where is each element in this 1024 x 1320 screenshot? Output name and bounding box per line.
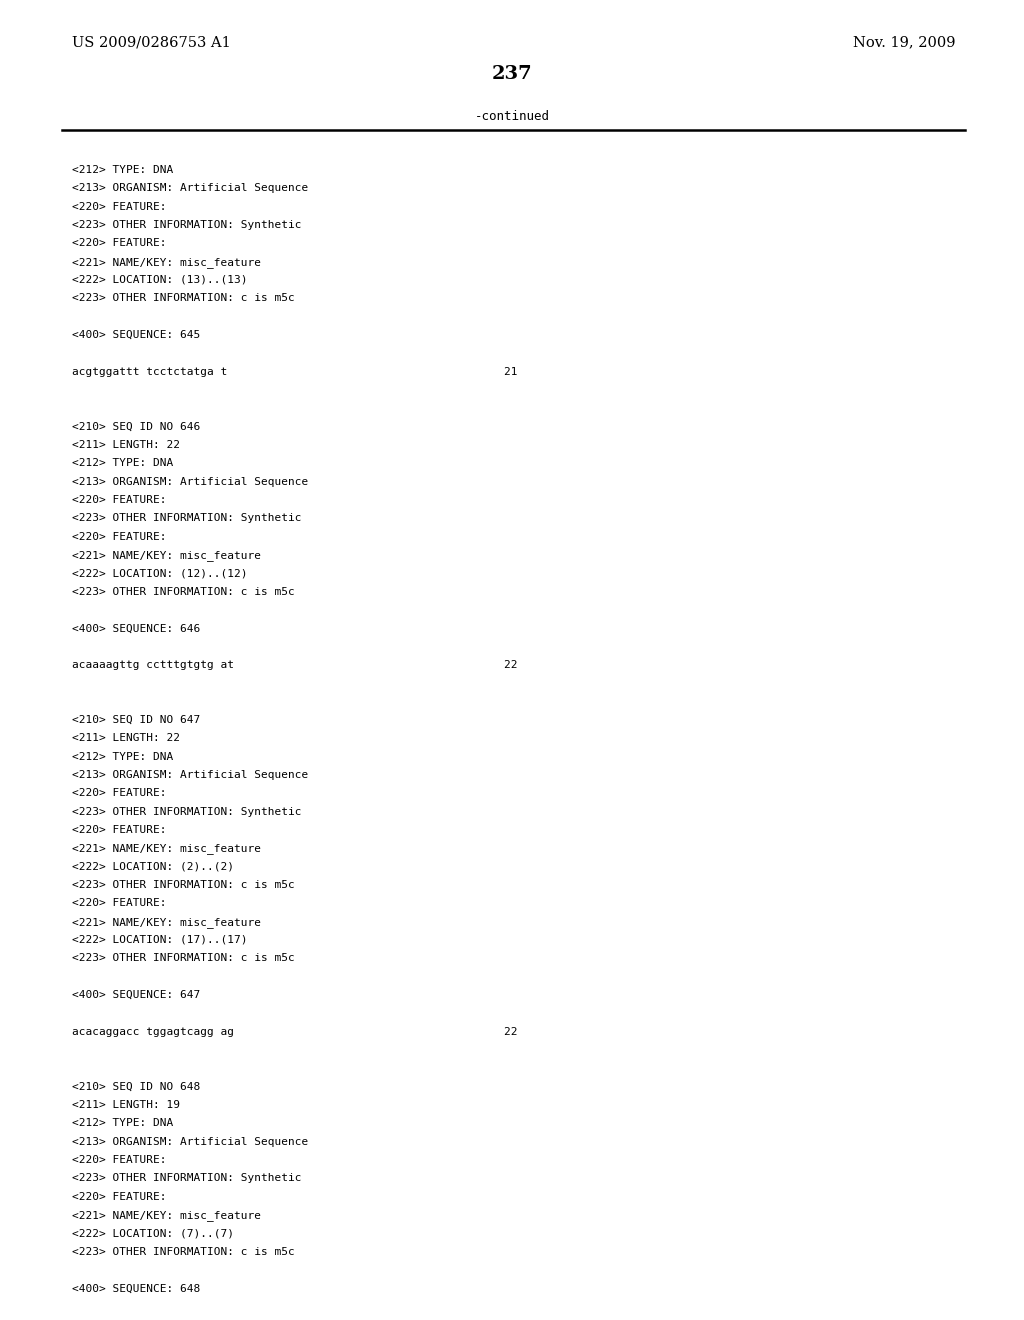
Text: <223> OTHER INFORMATION: c is m5c: <223> OTHER INFORMATION: c is m5c (72, 293, 295, 304)
Text: <210> SEQ ID NO 646: <210> SEQ ID NO 646 (72, 421, 201, 432)
Text: <221> NAME/KEY: misc_feature: <221> NAME/KEY: misc_feature (72, 550, 261, 561)
Text: <213> ORGANISM: Artificial Sequence: <213> ORGANISM: Artificial Sequence (72, 477, 308, 487)
Text: <213> ORGANISM: Artificial Sequence: <213> ORGANISM: Artificial Sequence (72, 1137, 308, 1147)
Text: <213> ORGANISM: Artificial Sequence: <213> ORGANISM: Artificial Sequence (72, 183, 308, 193)
Text: <222> LOCATION: (17)..(17): <222> LOCATION: (17)..(17) (72, 935, 248, 945)
Text: <210> SEQ ID NO 648: <210> SEQ ID NO 648 (72, 1081, 201, 1092)
Text: acaaaagttg cctttgtgtg at                                        22: acaaaagttg cctttgtgtg at 22 (72, 660, 517, 671)
Text: <221> NAME/KEY: misc_feature: <221> NAME/KEY: misc_feature (72, 1210, 261, 1221)
Text: <220> FEATURE:: <220> FEATURE: (72, 495, 167, 506)
Text: <210> SEQ ID NO 647: <210> SEQ ID NO 647 (72, 715, 201, 725)
Text: <212> TYPE: DNA: <212> TYPE: DNA (72, 1118, 173, 1129)
Text: <222> LOCATION: (13)..(13): <222> LOCATION: (13)..(13) (72, 275, 248, 285)
Text: <223> OTHER INFORMATION: Synthetic: <223> OTHER INFORMATION: Synthetic (72, 220, 301, 230)
Text: US 2009/0286753 A1: US 2009/0286753 A1 (72, 36, 230, 49)
Text: <212> TYPE: DNA: <212> TYPE: DNA (72, 458, 173, 469)
Text: <220> FEATURE:: <220> FEATURE: (72, 1155, 167, 1166)
Text: <223> OTHER INFORMATION: c is m5c: <223> OTHER INFORMATION: c is m5c (72, 1246, 295, 1257)
Text: <400> SEQUENCE: 647: <400> SEQUENCE: 647 (72, 990, 201, 1001)
Text: <222> LOCATION: (7)..(7): <222> LOCATION: (7)..(7) (72, 1229, 234, 1238)
Text: <220> FEATURE:: <220> FEATURE: (72, 239, 167, 248)
Text: <220> FEATURE:: <220> FEATURE: (72, 202, 167, 211)
Text: 237: 237 (492, 65, 532, 83)
Text: <222> LOCATION: (2)..(2): <222> LOCATION: (2)..(2) (72, 862, 234, 871)
Text: <223> OTHER INFORMATION: c is m5c: <223> OTHER INFORMATION: c is m5c (72, 880, 295, 890)
Text: <221> NAME/KEY: misc_feature: <221> NAME/KEY: misc_feature (72, 916, 261, 928)
Text: <223> OTHER INFORMATION: Synthetic: <223> OTHER INFORMATION: Synthetic (72, 807, 301, 817)
Text: <223> OTHER INFORMATION: Synthetic: <223> OTHER INFORMATION: Synthetic (72, 513, 301, 523)
Text: <211> LENGTH: 19: <211> LENGTH: 19 (72, 1100, 180, 1110)
Text: acgtggattt tcctctatga t                                         21: acgtggattt tcctctatga t 21 (72, 367, 517, 376)
Text: acacaggacc tggagtcagg ag                                        22: acacaggacc tggagtcagg ag 22 (72, 1027, 517, 1036)
Text: <220> FEATURE:: <220> FEATURE: (72, 899, 167, 908)
Text: <221> NAME/KEY: misc_feature: <221> NAME/KEY: misc_feature (72, 843, 261, 854)
Text: <223> OTHER INFORMATION: c is m5c: <223> OTHER INFORMATION: c is m5c (72, 586, 295, 597)
Text: <222> LOCATION: (12)..(12): <222> LOCATION: (12)..(12) (72, 569, 248, 578)
Text: <223> OTHER INFORMATION: Synthetic: <223> OTHER INFORMATION: Synthetic (72, 1173, 301, 1183)
Text: <212> TYPE: DNA: <212> TYPE: DNA (72, 751, 173, 762)
Text: <213> ORGANISM: Artificial Sequence: <213> ORGANISM: Artificial Sequence (72, 770, 308, 780)
Text: <221> NAME/KEY: misc_feature: <221> NAME/KEY: misc_feature (72, 256, 261, 268)
Text: <223> OTHER INFORMATION: c is m5c: <223> OTHER INFORMATION: c is m5c (72, 953, 295, 964)
Text: <211> LENGTH: 22: <211> LENGTH: 22 (72, 734, 180, 743)
Text: <211> LENGTH: 22: <211> LENGTH: 22 (72, 440, 180, 450)
Text: -continued: -continued (474, 110, 550, 123)
Text: <220> FEATURE:: <220> FEATURE: (72, 532, 167, 541)
Text: <400> SEQUENCE: 645: <400> SEQUENCE: 645 (72, 330, 201, 341)
Text: Nov. 19, 2009: Nov. 19, 2009 (853, 36, 955, 49)
Text: <400> SEQUENCE: 646: <400> SEQUENCE: 646 (72, 623, 201, 634)
Text: <220> FEATURE:: <220> FEATURE: (72, 1192, 167, 1201)
Text: <220> FEATURE:: <220> FEATURE: (72, 825, 167, 836)
Text: <400> SEQUENCE: 648: <400> SEQUENCE: 648 (72, 1283, 201, 1294)
Text: <220> FEATURE:: <220> FEATURE: (72, 788, 167, 799)
Text: <212> TYPE: DNA: <212> TYPE: DNA (72, 165, 173, 176)
